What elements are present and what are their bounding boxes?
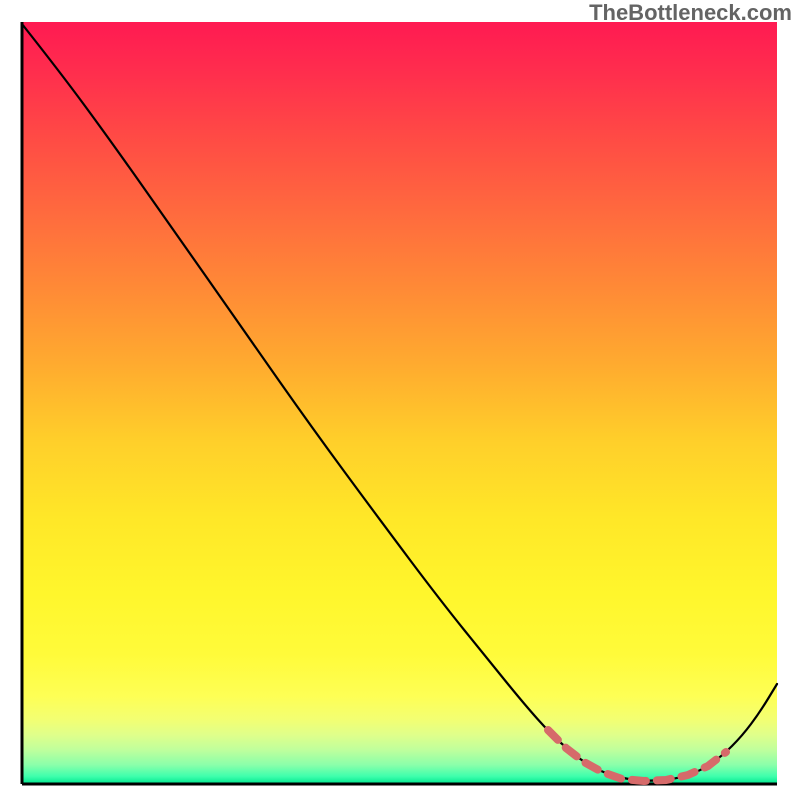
chart-svg: [0, 0, 800, 800]
bottleneck-chart: [0, 0, 800, 800]
gradient-background: [22, 22, 777, 784]
